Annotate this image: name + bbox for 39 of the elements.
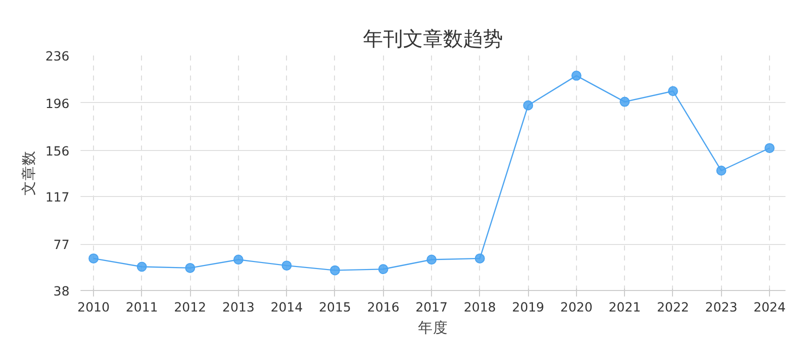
point (571, 70, 582, 81)
chart-title: 年刊文章数趋势 (363, 26, 503, 50)
point (668, 86, 678, 96)
x-tick-label: 2019 (512, 300, 544, 314)
x-tick-label: 2020 (560, 300, 593, 314)
x-tick-label: 2016 (367, 300, 400, 314)
point (330, 265, 340, 276)
point (716, 166, 726, 176)
x-tick-label: 2021 (608, 300, 641, 314)
x-tick-label: 2011 (126, 300, 158, 314)
point (523, 100, 534, 110)
y-tick-label: 77 (53, 237, 70, 252)
y-tick-label: 156 (45, 143, 70, 158)
y-tick-label: 236 (45, 48, 70, 64)
y-tick-label: 117 (45, 190, 70, 205)
x-tick-label: 2022 (656, 300, 690, 314)
x-tick-label: 2013 (222, 300, 255, 314)
x-axis-title: 年度 (418, 320, 448, 336)
x-tick-label: 2023 (705, 300, 738, 314)
point (426, 254, 437, 265)
x-tick-label: 2018 (464, 300, 496, 314)
point (764, 143, 775, 154)
x-tick-label: 2015 (318, 300, 352, 314)
point (88, 253, 99, 264)
x-tick-label: 2010 (77, 300, 110, 314)
point (185, 262, 196, 273)
x-tick-label: 2017 (415, 300, 448, 314)
x-tick-label: 2014 (270, 300, 303, 314)
point (136, 262, 147, 272)
point (378, 264, 388, 274)
point (474, 253, 485, 264)
y-tick-label: 38 (53, 284, 70, 298)
y-tick-label: 196 (45, 96, 70, 111)
point (620, 96, 630, 107)
x-tick-label: 2024 (753, 300, 786, 314)
point (233, 254, 244, 265)
y-axis-title: 文章数 (20, 150, 38, 196)
point (282, 260, 292, 271)
x-tick-label: 2012 (174, 300, 206, 314)
